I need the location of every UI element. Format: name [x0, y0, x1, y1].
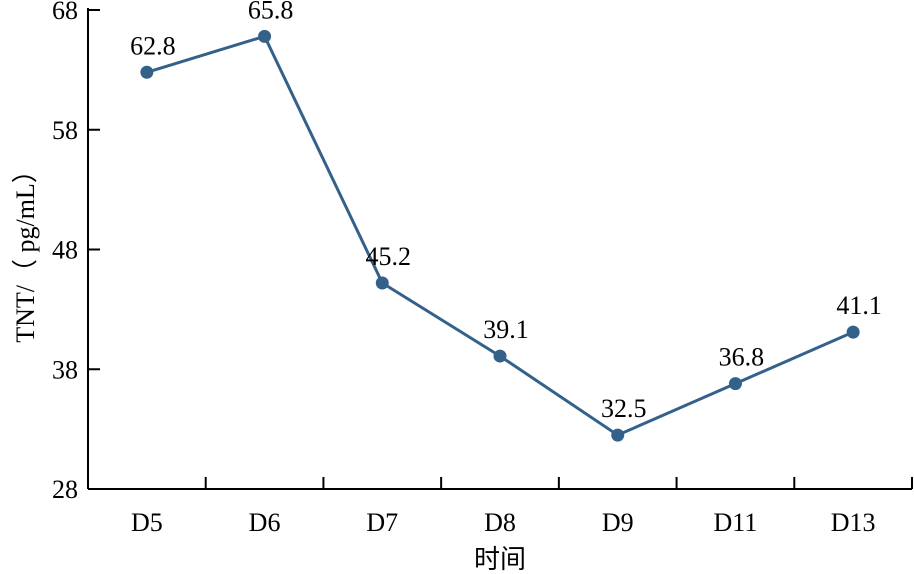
data-point [375, 276, 389, 290]
y-tick-label: 38 [52, 355, 78, 384]
y-axis: 28 38 48 58 68 [52, 0, 100, 504]
y-tick-label: 28 [52, 475, 78, 504]
data-point [846, 325, 860, 339]
x-tick-label: D7 [366, 508, 398, 537]
y-tick-label: 58 [52, 116, 78, 145]
series-line [146, 34, 854, 437]
data-label: 45.2 [366, 242, 412, 271]
data-point [258, 29, 272, 43]
data-label: 65.8 [248, 0, 294, 24]
plot-area: 62.8 65.8 45.2 39.1 32.5 36.8 41.1 [130, 0, 882, 442]
data-label: 39.1 [483, 315, 529, 344]
data-point [140, 65, 154, 79]
data-point [728, 377, 742, 391]
x-tick-label: D11 [714, 508, 758, 537]
data-label: 41.1 [836, 291, 882, 320]
data-label: 62.8 [130, 31, 176, 60]
data-labels: 62.8 65.8 45.2 39.1 32.5 36.8 41.1 [130, 0, 882, 423]
x-tick-label: D13 [831, 508, 876, 537]
x-tick-label: D9 [602, 508, 634, 537]
y-tick-label: 48 [52, 236, 78, 265]
data-label: 32.5 [601, 394, 647, 423]
data-points [140, 29, 860, 442]
x-axis: D5 D6 D7 D8 D9 D11 D13 [88, 477, 913, 537]
x-tick-label: D5 [131, 508, 163, 537]
x-tick-label: D8 [484, 508, 516, 537]
data-label: 36.8 [719, 343, 765, 372]
y-axis-label: TNT/（ pg/mL） [11, 157, 40, 343]
data-point [493, 349, 507, 363]
y-tick-label: 68 [52, 0, 78, 25]
x-tick-label: D6 [249, 508, 281, 537]
data-point [611, 428, 625, 442]
x-axis-label: 时间 [474, 545, 526, 574]
